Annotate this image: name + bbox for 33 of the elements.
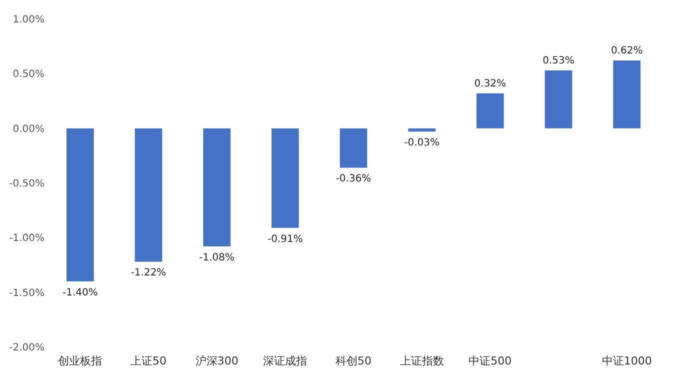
x-tick-label: 中证500 (468, 354, 512, 368)
bar (544, 70, 572, 128)
bar (340, 128, 368, 168)
y-tick-label: 0.00% (12, 124, 44, 135)
data-label: -1.08% (199, 252, 235, 264)
x-tick-label: 中证1000 (602, 354, 652, 368)
y-tick-label: -1.00% (9, 233, 44, 244)
x-tick-label: 沪深300 (195, 354, 238, 368)
bar (66, 128, 94, 282)
data-label: 0.53% (542, 55, 574, 66)
data-label: -0.03% (404, 138, 440, 149)
bar (408, 128, 436, 132)
x-tick-label: 深证成指 (263, 354, 308, 368)
y-tick-label: -0.50% (9, 178, 44, 190)
bar (476, 93, 504, 128)
x-tick-label: 上证50 (130, 354, 166, 368)
y-tick-label: 0.50% (12, 69, 44, 80)
data-label: -1.22% (130, 268, 166, 279)
y-tick-label: -1.50% (9, 288, 44, 299)
data-label: 0.32% (474, 78, 506, 90)
bar (203, 128, 230, 246)
bar (613, 60, 640, 128)
bar (272, 128, 299, 228)
y-tick-label: 1.00% (12, 14, 44, 26)
x-tick-label: 上证指数 (400, 354, 444, 368)
data-label: -1.40% (62, 287, 98, 298)
data-label: 0.62% (610, 46, 643, 57)
x-tick-label: 创业板指 (58, 354, 102, 368)
bar (134, 128, 162, 262)
x-tick-label: 科创50 (336, 354, 372, 368)
y-tick-label: -2.00% (9, 342, 44, 354)
data-label: -0.36% (336, 174, 372, 185)
data-label: -0.91% (267, 234, 303, 245)
